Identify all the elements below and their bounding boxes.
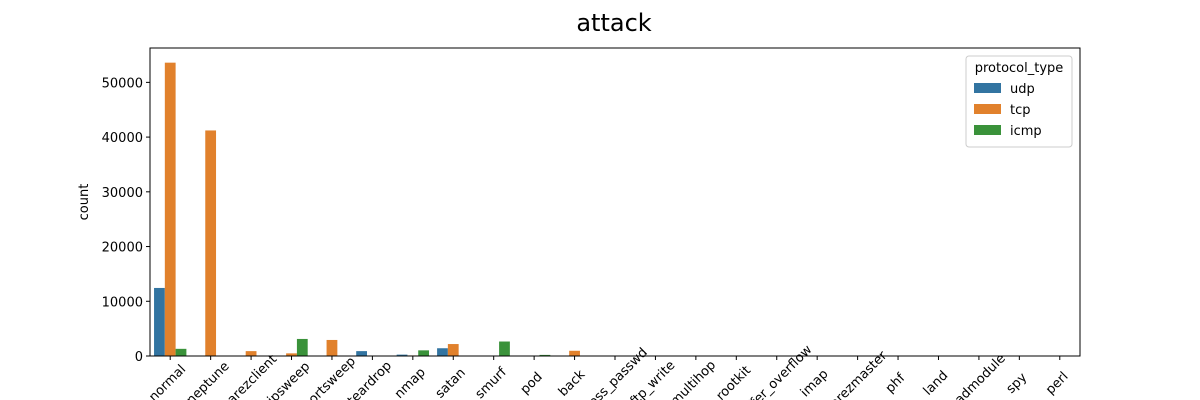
y-tick-label: 40000 (102, 131, 143, 146)
x-tick-label: imap (798, 367, 832, 400)
legend-swatch (974, 104, 1001, 114)
bar (154, 287, 165, 356)
chart-title: attack (576, 9, 651, 37)
legend-swatch (974, 83, 1001, 93)
bar (245, 351, 257, 356)
y-tick-label: 30000 (102, 186, 143, 201)
x-tick-label: perl (1043, 369, 1071, 397)
axes-frame (149, 47, 1081, 357)
y-tick-label: 10000 (102, 295, 143, 310)
x-tick-label: rootkit (714, 363, 755, 400)
x-tick-label: satan (433, 365, 469, 400)
x-tick-label: land (921, 368, 951, 398)
bar (175, 348, 187, 356)
legend-label: tcp (1010, 103, 1031, 118)
y-tick-label: 20000 (102, 241, 143, 256)
bar (539, 354, 551, 356)
x-tick-label: smurf (473, 365, 510, 400)
y-tick-label: 50000 (102, 76, 143, 91)
x-tick-label: loadmodule (944, 351, 1009, 400)
bar (569, 350, 580, 356)
x-tick-label: normal (146, 362, 189, 400)
x-tick-label: pod (518, 370, 546, 398)
bar (164, 62, 176, 357)
bar (296, 338, 308, 356)
bar (326, 339, 338, 356)
y-axis-label: count (77, 184, 92, 221)
legend-swatch (974, 125, 1001, 135)
bar (437, 348, 448, 356)
legend-label: icmp (1010, 124, 1042, 139)
legend-title: protocol_type (975, 61, 1064, 76)
bar (396, 354, 408, 356)
x-tick-label: back (556, 367, 589, 400)
x-tick-label: multihop (668, 358, 719, 400)
y-tick-label: 0 (135, 350, 143, 365)
legend-label: udp (1010, 82, 1035, 97)
bar (418, 350, 429, 356)
bar (447, 344, 459, 356)
x-tick-label: neptune (184, 359, 233, 400)
bar (499, 341, 510, 356)
bar (286, 353, 297, 356)
x-tick-label: phf (883, 370, 909, 396)
bar (356, 351, 367, 356)
legend-box (965, 55, 1073, 148)
x-tick-label: nmap (392, 365, 429, 400)
x-tick-label: spy (1004, 370, 1031, 397)
bar (205, 130, 217, 356)
